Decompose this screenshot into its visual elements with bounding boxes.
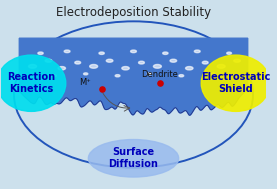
Text: Reaction
Kinetics: Reaction Kinetics bbox=[7, 72, 55, 94]
Ellipse shape bbox=[201, 55, 270, 111]
Ellipse shape bbox=[234, 59, 240, 62]
Text: Surface
Diffusion: Surface Diffusion bbox=[109, 147, 158, 169]
Text: Dendrite: Dendrite bbox=[142, 70, 178, 79]
Ellipse shape bbox=[88, 139, 179, 177]
Ellipse shape bbox=[0, 55, 66, 111]
Ellipse shape bbox=[170, 59, 177, 62]
Text: M⁺: M⁺ bbox=[79, 78, 91, 87]
Ellipse shape bbox=[202, 61, 208, 64]
Ellipse shape bbox=[99, 52, 104, 54]
Ellipse shape bbox=[84, 73, 88, 75]
Ellipse shape bbox=[64, 50, 70, 53]
Ellipse shape bbox=[58, 67, 65, 70]
Ellipse shape bbox=[194, 50, 200, 53]
Point bbox=[158, 82, 162, 85]
Ellipse shape bbox=[75, 61, 81, 64]
Ellipse shape bbox=[115, 75, 120, 77]
Ellipse shape bbox=[52, 75, 56, 77]
Ellipse shape bbox=[138, 61, 144, 64]
Polygon shape bbox=[19, 38, 248, 115]
Ellipse shape bbox=[211, 73, 215, 75]
Text: Electrostatic
Shield: Electrostatic Shield bbox=[201, 72, 270, 94]
Ellipse shape bbox=[106, 59, 113, 62]
Ellipse shape bbox=[179, 75, 184, 77]
Ellipse shape bbox=[186, 67, 193, 70]
Ellipse shape bbox=[90, 64, 98, 68]
Ellipse shape bbox=[122, 67, 129, 70]
Ellipse shape bbox=[217, 64, 225, 68]
Point bbox=[99, 87, 104, 90]
Ellipse shape bbox=[147, 73, 152, 75]
Ellipse shape bbox=[38, 52, 43, 54]
Text: Electrodeposition Stability: Electrodeposition Stability bbox=[56, 6, 211, 19]
Ellipse shape bbox=[163, 52, 168, 54]
Ellipse shape bbox=[130, 50, 136, 53]
Ellipse shape bbox=[227, 52, 232, 54]
Ellipse shape bbox=[153, 64, 161, 68]
Ellipse shape bbox=[29, 64, 37, 68]
Ellipse shape bbox=[45, 59, 52, 62]
